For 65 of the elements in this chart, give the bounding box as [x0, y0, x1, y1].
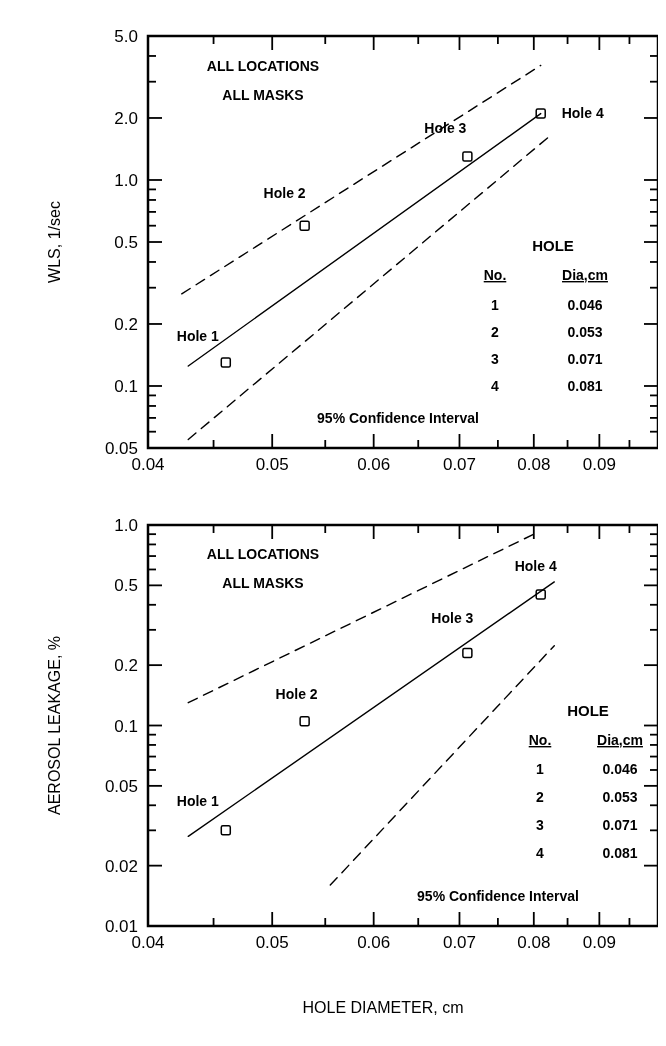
x-tick-label: 0.09: [582, 455, 616, 474]
annotation: Hole 4: [561, 104, 604, 121]
annotation: 0.081: [602, 845, 638, 861]
x-tick-label: 0.08: [517, 455, 551, 474]
y-tick-label: 0.2: [114, 314, 138, 334]
y-tick-label: 0.5: [114, 233, 138, 252]
x-tick-label: 0.05: [255, 933, 289, 952]
y-tick-label: 0.2: [114, 656, 138, 676]
annotation: Hole 3: [424, 119, 467, 136]
x-tick-label: 0.08: [517, 933, 551, 952]
annotation: Hole 1: [176, 793, 220, 810]
annotation: Hole 1: [176, 327, 220, 344]
annotation: 0.071: [567, 351, 603, 367]
annotation: 95% Confidence Interval: [317, 410, 479, 426]
x-tick-label: 0.07: [442, 455, 477, 474]
annotation: 0.081: [567, 378, 603, 394]
x-tick-label: 0.09: [582, 933, 616, 952]
y-tick-label: 0.02: [104, 856, 138, 876]
y-tick-label: 0.1: [114, 376, 138, 396]
annotation: 4: [536, 845, 545, 861]
annotation: 0.046: [567, 297, 603, 313]
annotation: 1: [536, 761, 545, 777]
annotation: 1: [491, 297, 500, 313]
y-axis-title: AEROSOL LEAKAGE, %: [46, 635, 63, 816]
y-tick-label: 0.1: [114, 716, 138, 736]
annotation: 3: [491, 351, 500, 367]
x-tick-label: 0.06: [357, 933, 391, 952]
x-tick-label: 0.04: [131, 933, 165, 952]
y-tick-label: 1.0: [114, 170, 138, 190]
annotation: HOLE: [567, 702, 609, 719]
x-tick-label: 0.05: [255, 455, 289, 474]
annotation: ALL LOCATIONS: [206, 546, 320, 562]
y-tick-label: 0.01: [104, 917, 138, 936]
annotation: 2: [491, 324, 500, 340]
annotation: Hole 3: [431, 609, 474, 626]
annotation: Hole 4: [514, 557, 557, 574]
annotation: Dia,cm: [562, 267, 608, 283]
annotation: No.: [528, 732, 552, 748]
y-tick-label: 0.05: [104, 776, 138, 796]
annotation: 2: [536, 789, 545, 805]
x-axis-title: HOLE DIAMETER, cm: [302, 999, 464, 1016]
annotation: 0.071: [602, 817, 638, 833]
annotation: 0.053: [602, 789, 638, 805]
y-tick-label: 0.5: [114, 576, 138, 596]
x-tick-label: 0.04: [131, 455, 165, 474]
annotation: ALL MASKS: [222, 575, 304, 591]
y-tick-label: 2.0: [114, 108, 138, 128]
annotation: No.: [483, 267, 507, 283]
annotation: HOLE: [532, 237, 574, 254]
y-tick-label: 5.0: [114, 27, 138, 46]
annotation: 0.053: [567, 324, 603, 340]
annotation: ALL MASKS: [222, 87, 304, 103]
annotation: 4: [491, 378, 500, 394]
annotation: Dia,cm: [597, 732, 643, 748]
x-tick-label: 0.06: [357, 455, 391, 474]
annotation: Hole 2: [263, 184, 306, 201]
annotation: Hole 2: [275, 686, 318, 703]
x-tick-label: 0.07: [442, 933, 477, 952]
annotation: 95% Confidence Interval: [417, 888, 579, 904]
annotation: 3: [536, 817, 545, 833]
y-tick-label: 0.05: [104, 439, 138, 458]
y-tick-label: 1.0: [114, 516, 138, 535]
annotation: ALL LOCATIONS: [206, 58, 320, 74]
y-axis-title: WLS, 1/sec: [46, 201, 63, 283]
annotation: 0.046: [602, 761, 638, 777]
